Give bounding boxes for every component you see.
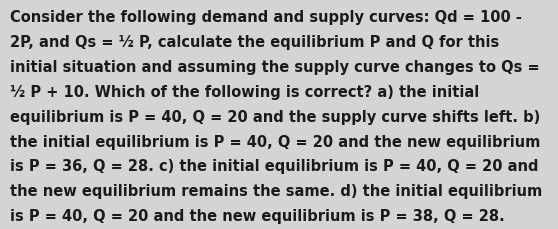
- Text: the initial equilibrium is P = 40, Q = 20 and the new equilibrium: the initial equilibrium is P = 40, Q = 2…: [10, 134, 540, 149]
- Text: Consider the following demand and supply curves: Qd = 100 -: Consider the following demand and supply…: [10, 10, 522, 25]
- Text: is P = 40, Q = 20 and the new equilibrium is P = 38, Q = 28.: is P = 40, Q = 20 and the new equilibriu…: [10, 208, 505, 223]
- Text: initial situation and assuming the supply curve changes to Qs =: initial situation and assuming the suppl…: [10, 60, 540, 75]
- Text: ½ P + 10. Which of the following is correct? a) the initial: ½ P + 10. Which of the following is corr…: [10, 85, 479, 99]
- Text: the new equilibrium remains the same. d) the initial equilibrium: the new equilibrium remains the same. d)…: [10, 183, 542, 198]
- Text: 2P, and Qs = ½ P, calculate the equilibrium P and Q for this: 2P, and Qs = ½ P, calculate the equilibr…: [10, 35, 499, 50]
- Text: is P = 36, Q = 28. c) the initial equilibrium is P = 40, Q = 20 and: is P = 36, Q = 28. c) the initial equili…: [10, 159, 538, 174]
- Text: equilibrium is P = 40, Q = 20 and the supply curve shifts left. b): equilibrium is P = 40, Q = 20 and the su…: [10, 109, 540, 124]
